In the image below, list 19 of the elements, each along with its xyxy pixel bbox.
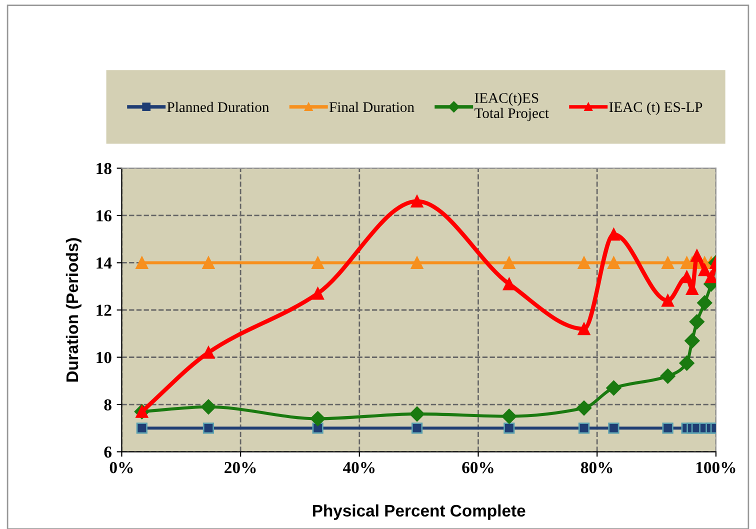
legend-label: IEAC (t) ES-LP bbox=[609, 102, 702, 116]
legend-label: Planned Duration bbox=[167, 102, 270, 112]
x-axis-title: Physical Percent Complete bbox=[312, 504, 526, 520]
x-tick-label: 80% bbox=[580, 462, 612, 474]
x-tick-label: 0% bbox=[110, 462, 133, 474]
y-tick-label: 10 bbox=[96, 352, 112, 364]
legend-label: Final Duration bbox=[329, 102, 414, 112]
x-tick-label: 60% bbox=[462, 462, 494, 474]
y-axis-title: Duration (Periods) bbox=[66, 238, 82, 382]
y-tick-label: 6 bbox=[104, 446, 112, 458]
legend-label: IEAC(t)ES Total Project bbox=[474, 92, 549, 122]
y-tick-label: 16 bbox=[96, 210, 112, 222]
y-tick-label: 18 bbox=[96, 162, 112, 174]
y-tick-label: 8 bbox=[104, 399, 112, 410]
x-tick-label: 20% bbox=[224, 462, 256, 474]
x-tick-label: 100% bbox=[696, 462, 736, 474]
x-tick-label: 40% bbox=[342, 462, 375, 474]
y-tick-label: 14 bbox=[96, 258, 112, 269]
y-tick-label: 12 bbox=[96, 304, 112, 316]
